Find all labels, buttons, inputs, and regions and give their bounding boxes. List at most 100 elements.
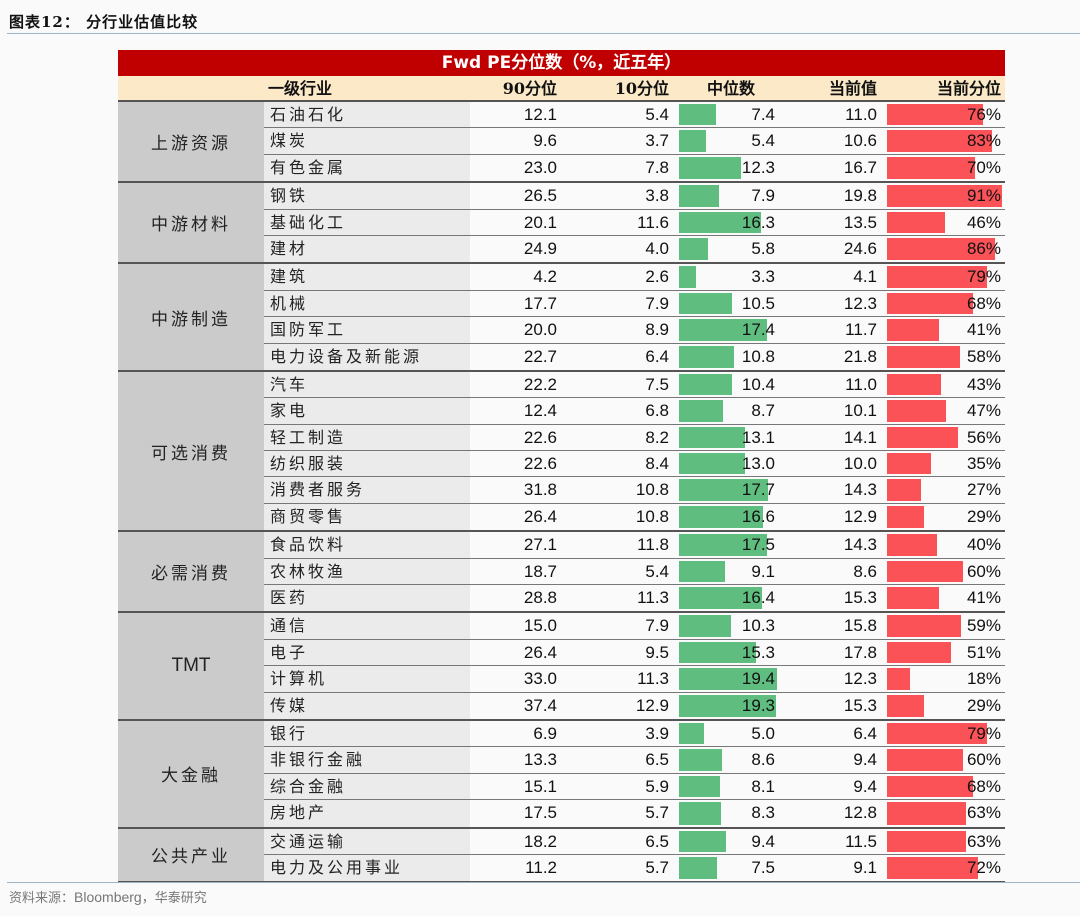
header-p90: 90分位 [502,79,557,98]
table-row: 汽车 22.2 7.5 10.4 11.0 43% [264,371,1005,399]
table-row: 轻工制造 22.6 8.2 13.1 14.1 56% [264,424,1005,452]
median-bar [679,775,720,798]
median-bar [679,668,777,690]
p90-value: 17.5 [470,800,575,827]
table-row: 综合金融 15.1 5.9 8.1 9.4 68% [264,773,1005,801]
median-cell: 13.0 [677,451,785,477]
industry-name: 房地产 [264,800,470,827]
p10-value: 9.5 [575,639,677,666]
median-bar [679,156,742,180]
pct-value: 91% [966,186,1001,206]
bottom-divider [7,882,1080,883]
industry-name: 纺织服装 [264,451,470,477]
table-row: 非银行金融 13.3 6.5 8.6 9.4 60% [264,747,1005,774]
pct-value: 60% [966,750,1001,770]
current-value: 8.6 [785,558,885,585]
table-row: 石油石化 12.1 5.4 7.4 11.0 76% [264,102,1005,129]
industry-name: 国防军工 [264,317,470,343]
industry-group: 可选消费 汽车 22.2 7.5 10.4 11.0 43% 家电 12.4 6.8 8.7 10.1… [118,371,1005,533]
median-bar [679,479,769,501]
median-value: 16.4 [741,588,775,608]
p90-value: 23.0 [470,154,575,182]
median-bar [679,505,763,529]
p90-value: 31.8 [470,477,575,503]
pct-cell: 43% [885,371,1005,398]
median-bar [679,560,725,583]
median-bar [679,266,696,288]
p90-value: 18.2 [470,828,575,854]
p10-value: 5.9 [575,773,677,800]
median-cell: 10.8 [677,343,785,370]
p90-value: 20.0 [470,317,575,343]
pct-cell: 60% [885,558,1005,585]
industry-name: 电子 [264,639,470,666]
p90-value: 33.0 [470,666,575,692]
pct-value: 56% [966,427,1001,447]
p90-value: 13.3 [470,747,575,773]
median-cell: 17.7 [677,477,785,503]
p10-value: 6.8 [575,398,677,424]
median-bar [679,453,745,475]
industry-name: 电力设备及新能源 [264,343,470,370]
group-label: 必需消费 [118,532,264,612]
pct-value: 83% [966,131,1001,151]
table-row: 电子 26.4 9.5 15.3 17.8 51% [264,639,1005,667]
pct-value: 27% [966,480,1001,500]
median-bar [679,211,762,233]
p90-value: 37.4 [470,692,575,719]
current-value: 13.5 [785,209,885,235]
median-cell: 7.5 [677,854,785,882]
pct-value: 47% [966,401,1001,421]
median-bar [679,722,705,745]
industry-name: 医药 [264,585,470,612]
median-bar [679,534,768,556]
current-value: 10.0 [785,451,885,477]
median-value: 17.5 [741,535,775,555]
current-value: 12.9 [785,503,885,531]
pct-cell: 18% [885,666,1005,692]
current-value: 11.7 [785,317,885,343]
current-value: 11.0 [785,371,885,398]
p10-value: 7.9 [575,613,677,639]
pct-cell: 72% [885,854,1005,882]
pct-bar [887,560,963,583]
median-value: 13.1 [741,427,775,447]
pct-bar [887,802,967,825]
pct-bar [887,694,924,717]
pct-value: 43% [966,374,1001,394]
median-bar [679,856,717,880]
pct-bar [887,505,924,529]
p10-value: 5.7 [575,800,677,827]
pct-cell: 60% [885,747,1005,773]
p90-value: 28.8 [470,585,575,612]
pct-cell: 68% [885,290,1005,317]
median-cell: 16.4 [677,585,785,612]
pct-bar [887,453,932,475]
current-value: 12.3 [785,666,885,692]
pct-cell: 70% [885,154,1005,182]
pct-cell: 91% [885,183,1005,209]
median-bar [679,345,734,368]
median-value: 5.8 [751,238,775,258]
p90-value: 11.2 [470,854,575,882]
median-cell: 16.6 [677,503,785,531]
header-p10: 10分位 [614,79,669,98]
current-value: 10.1 [785,398,885,424]
pct-bar [887,668,910,690]
group-label: 中游制造 [118,264,264,370]
median-value: 16.3 [741,212,775,232]
median-value: 10.3 [741,616,775,636]
median-bar [679,587,762,610]
industry-name: 交通运输 [264,828,470,854]
pct-bar [887,156,976,180]
median-bar [679,104,717,126]
p90-value: 22.6 [470,451,575,477]
pct-cell: 79% [885,264,1005,290]
source-note: 资料来源：Bloomberg，华泰研究 [9,887,207,906]
pct-bar [887,400,947,422]
pct-bar [887,856,978,880]
industry-name: 电力及公用事业 [264,854,470,882]
p90-value: 15.0 [470,613,575,639]
median-bar [679,373,732,396]
industry-name: 石油石化 [264,102,470,128]
